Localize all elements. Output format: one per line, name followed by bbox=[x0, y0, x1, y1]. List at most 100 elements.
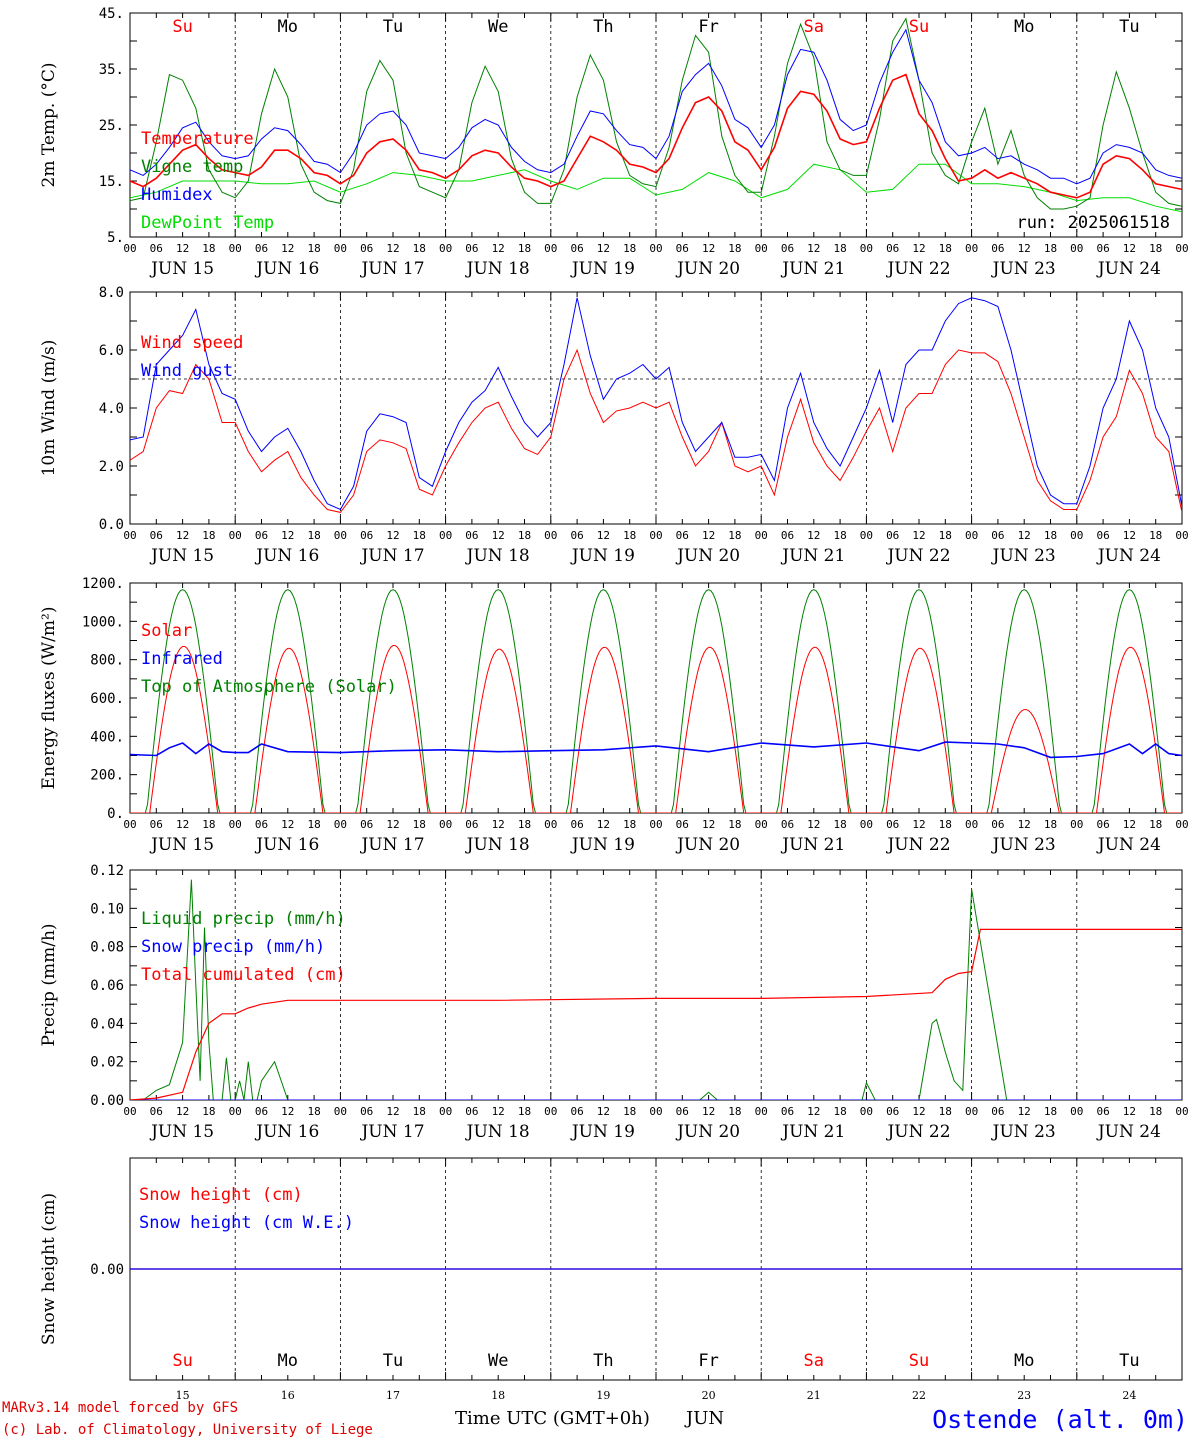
date-label: JUN 24 bbox=[1096, 259, 1161, 279]
weekday-label: Mo bbox=[278, 17, 298, 37]
y-tick-label: 800. bbox=[90, 653, 124, 669]
hour-label: 00 bbox=[439, 242, 452, 255]
hour-label: 00 bbox=[1070, 818, 1083, 831]
hour-label: 18 bbox=[307, 242, 320, 255]
hour-label: 00 bbox=[123, 242, 136, 255]
hour-label: 06 bbox=[781, 1105, 794, 1118]
y-tick-label: 0.00 bbox=[90, 1093, 124, 1109]
series-line-infrared bbox=[130, 741, 1182, 759]
y-tick-label: 0.08 bbox=[90, 940, 124, 956]
hour-label: 18 bbox=[1044, 242, 1057, 255]
hour-label: 12 bbox=[492, 818, 505, 831]
hour-label: 06 bbox=[255, 529, 268, 542]
hour-label: 18 bbox=[833, 1105, 846, 1118]
date-label: JUN 16 bbox=[254, 1122, 319, 1142]
hour-label: 12 bbox=[912, 242, 925, 255]
hour-label: 12 bbox=[176, 1105, 189, 1118]
hour-label: 12 bbox=[492, 529, 505, 542]
hour-label: 12 bbox=[702, 529, 715, 542]
panel-energy: 0. 200. 400. 600. 800. 1000. 1200. Energy fluxe… bbox=[39, 576, 1189, 855]
hour-label: 00 bbox=[439, 818, 452, 831]
date-label: JUN 16 bbox=[254, 259, 319, 279]
y-tick-label: 25. bbox=[99, 118, 124, 134]
day-number: 18 bbox=[491, 1389, 505, 1402]
date-label: JUN 21 bbox=[780, 1122, 845, 1142]
panel-temperature: 5. 15. 25. 35. 45. 2m Temp. (°C) 00 06 12 18 JUN 1… bbox=[39, 6, 1189, 279]
hour-label: 18 bbox=[1044, 529, 1057, 542]
series-line-wind-gust bbox=[130, 297, 1182, 511]
hour-label: 12 bbox=[1018, 529, 1031, 542]
date-label: JUN 22 bbox=[885, 1122, 950, 1142]
hour-label: 00 bbox=[860, 818, 873, 831]
hour-label: 00 bbox=[1070, 242, 1083, 255]
hour-label: 06 bbox=[1096, 818, 1109, 831]
hour-label: 00 bbox=[755, 1105, 768, 1118]
hour-label: 00 bbox=[965, 1105, 978, 1118]
hour-label: 12 bbox=[176, 818, 189, 831]
hour-label: 18 bbox=[518, 1105, 531, 1118]
hour-label: 12 bbox=[386, 818, 399, 831]
hour-label: 12 bbox=[1123, 242, 1136, 255]
legend-entry: Infrared bbox=[141, 649, 223, 669]
hour-label: 06 bbox=[255, 242, 268, 255]
hour-label: 00 bbox=[860, 242, 873, 255]
hour-label: 12 bbox=[281, 818, 294, 831]
hour-label: 12 bbox=[281, 1105, 294, 1118]
hour-label: 18 bbox=[1149, 1105, 1162, 1118]
date-label: JUN 17 bbox=[359, 259, 424, 279]
weekday-label: We bbox=[488, 17, 508, 37]
hour-label: 12 bbox=[702, 1105, 715, 1118]
hour-label: 00 bbox=[334, 529, 347, 542]
hour-label: 00 bbox=[334, 1105, 347, 1118]
hour-label: 12 bbox=[912, 1105, 925, 1118]
weekday-label: Sa bbox=[804, 17, 824, 37]
hour-label: 06 bbox=[886, 242, 899, 255]
hour-label: 18 bbox=[623, 818, 636, 831]
date-label: JUN 21 bbox=[780, 259, 845, 279]
date-label: JUN 15 bbox=[149, 835, 214, 855]
date-label: JUN 19 bbox=[570, 1122, 635, 1142]
date-label: JUN 22 bbox=[885, 546, 950, 566]
day-number: 16 bbox=[281, 1389, 295, 1402]
weekday-label: Th bbox=[593, 1351, 613, 1371]
legend-entry: Temperature bbox=[141, 129, 254, 149]
y-tick-label: 15. bbox=[99, 174, 124, 190]
hour-label: 00 bbox=[965, 818, 978, 831]
legend-entry: Top of Atmosphere (Solar) bbox=[141, 677, 397, 697]
hour-label: 12 bbox=[1018, 818, 1031, 831]
hour-label: 00 bbox=[1175, 529, 1188, 542]
weekday-label: Su bbox=[909, 17, 929, 37]
station-name: Ostende (alt. 0m) bbox=[932, 1405, 1188, 1434]
hour-label: 06 bbox=[991, 818, 1004, 831]
hour-label: 00 bbox=[439, 529, 452, 542]
hour-label: 12 bbox=[807, 242, 820, 255]
y-tick-label: 0.02 bbox=[90, 1055, 124, 1071]
hour-label: 00 bbox=[229, 242, 242, 255]
hour-label: 00 bbox=[965, 242, 978, 255]
y-tick-label: 45. bbox=[99, 6, 124, 22]
hour-label: 00 bbox=[1175, 242, 1188, 255]
date-label: JUN 17 bbox=[359, 835, 424, 855]
hour-label: 06 bbox=[1096, 1105, 1109, 1118]
hour-label: 18 bbox=[728, 242, 741, 255]
hour-label: 12 bbox=[492, 242, 505, 255]
hour-label: 00 bbox=[649, 1105, 662, 1118]
y-axis-label: Snow height (cm) bbox=[39, 1193, 59, 1345]
hour-label: 00 bbox=[755, 529, 768, 542]
hour-label: 18 bbox=[728, 529, 741, 542]
hour-label: 12 bbox=[912, 818, 925, 831]
hour-label: 18 bbox=[1044, 1105, 1057, 1118]
date-label: JUN 18 bbox=[465, 259, 530, 279]
hour-label: 18 bbox=[939, 529, 952, 542]
hour-label: 00 bbox=[1070, 1105, 1083, 1118]
hour-label: 00 bbox=[229, 529, 242, 542]
date-label: JUN 19 bbox=[570, 835, 635, 855]
hour-label: 18 bbox=[413, 1105, 426, 1118]
hour-label: 18 bbox=[413, 529, 426, 542]
hour-label: 12 bbox=[1018, 1105, 1031, 1118]
hour-label: 06 bbox=[1096, 529, 1109, 542]
day-number: 19 bbox=[596, 1389, 610, 1402]
day-number: 21 bbox=[807, 1389, 821, 1402]
date-label: JUN 24 bbox=[1096, 835, 1161, 855]
date-label: JUN 16 bbox=[254, 546, 319, 566]
